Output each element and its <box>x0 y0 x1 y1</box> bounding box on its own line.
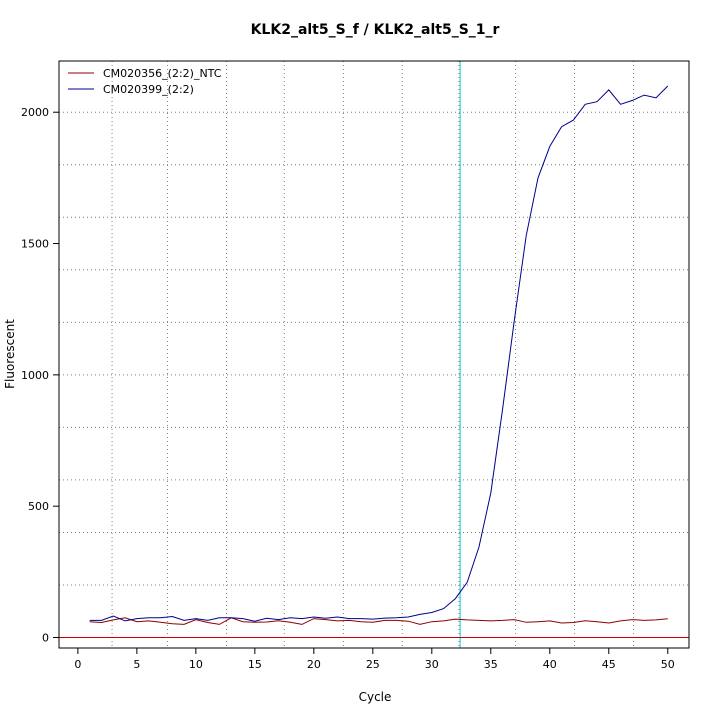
x-tick-label: 20 <box>307 658 321 671</box>
legend-label-sample: CM020399_(2:2) <box>103 83 194 96</box>
y-axis-label: Fluorescent <box>3 319 17 389</box>
x-tick-label: 0 <box>74 658 81 671</box>
legend-label-ntc: CM020356_(2:2)_NTC <box>103 67 222 80</box>
y-axis: 0 500 1000 1500 2000 <box>21 106 59 644</box>
series-line-ntc <box>89 617 668 625</box>
x-tick-label: 10 <box>189 658 203 671</box>
series-layer <box>89 85 669 625</box>
x-tick-label: 30 <box>425 658 439 671</box>
y-tick-label: 2000 <box>21 106 49 119</box>
y-tick-label: 1500 <box>21 238 49 251</box>
x-axis: 0 5 10 15 20 25 30 35 40 45 50 <box>74 648 675 671</box>
x-tick-label: 5 <box>133 658 140 671</box>
y-tick-label: 0 <box>42 631 49 644</box>
x-tick-label: 15 <box>248 658 262 671</box>
y-tick-label: 1000 <box>21 369 49 382</box>
grid-layer <box>59 61 689 648</box>
x-axis-label: Cycle <box>359 690 392 704</box>
chart-title: KLK2_alt5_S_f / KLK2_alt5_S_1_r <box>251 22 500 38</box>
x-tick-label: 25 <box>366 658 380 671</box>
x-tick-label: 35 <box>484 658 498 671</box>
series-line-sample <box>89 85 669 622</box>
x-tick-label: 45 <box>602 658 616 671</box>
threshold-layer <box>59 61 689 648</box>
plot-frame <box>58 60 690 649</box>
x-tick-label: 40 <box>543 658 557 671</box>
x-tick-label: 50 <box>661 658 675 671</box>
legend: CM020356_(2:2)_NTC CM020399_(2:2) <box>68 67 222 96</box>
y-tick-label: 500 <box>28 500 49 513</box>
